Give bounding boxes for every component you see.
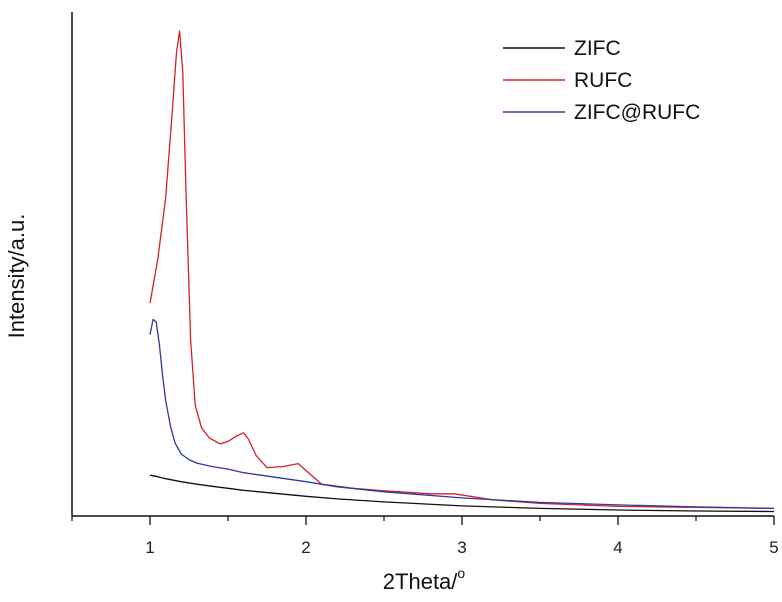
series-line-zifc [149, 474, 775, 513]
series-line-zifc-rufc [149, 318, 775, 510]
series-line-rufc [149, 30, 775, 510]
axes [71, 12, 774, 517]
legend-label: ZIFC@RUFC [574, 101, 700, 124]
x-axis-ticks: 1 2 3 4 5 [71, 516, 779, 557]
x-tick-label: 5 [769, 538, 778, 557]
x-axis-label-sup: o [457, 565, 465, 581]
x-tick-label: 2 [301, 538, 310, 557]
series-lines [149, 30, 775, 513]
x-tick-label: 4 [613, 538, 622, 557]
y-axis-label: Intensity/a.u. [4, 214, 29, 339]
legend-label: RUFC [574, 69, 632, 92]
x-tick-label: 3 [457, 538, 466, 557]
legend-label: ZIFC [574, 37, 621, 60]
x-tick-label: 1 [145, 538, 154, 557]
x-axis-label: 2Theta/o [383, 565, 466, 594]
legend: ZIFC RUFC ZIFC@RUFC [503, 37, 700, 124]
x-axis-label-text: 2Theta/ [383, 569, 458, 594]
